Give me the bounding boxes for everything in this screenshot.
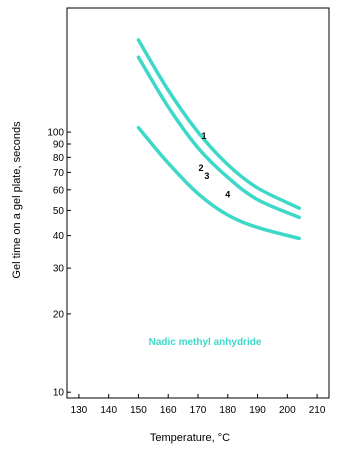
y-axis-label: Gel time on a gel plate, seconds: [11, 121, 23, 279]
y-tick-label: 40: [53, 231, 65, 242]
x-tick-label: 130: [71, 405, 88, 416]
x-tick-label: 160: [160, 405, 177, 416]
x-tick-label: 150: [130, 405, 147, 416]
x-axis: 130 140 150 160 170 180 190 200 210: [71, 394, 326, 416]
series-line-4: [136, 125, 301, 241]
chart-annotation: Nadic methyl anhydride: [149, 337, 262, 348]
series-label-3: 3: [204, 171, 209, 181]
series-line-2: [136, 55, 301, 220]
x-tick-label: 140: [100, 405, 117, 416]
x-axis-label: Temperature, °C: [150, 432, 230, 444]
series-label-2: 2: [198, 163, 203, 173]
series-labels: 1 23 4: [198, 131, 230, 200]
y-tick-label: 50: [53, 206, 65, 217]
x-tick-label: 170: [190, 405, 207, 416]
series-layer: [136, 38, 301, 241]
y-tick-label: 80: [53, 153, 65, 164]
x-tick-label: 200: [279, 405, 296, 416]
series-label-4: 4: [225, 190, 230, 200]
series-label-1: 1: [201, 131, 206, 141]
x-tick-label: 180: [219, 405, 236, 416]
series-line-1: [136, 38, 301, 210]
y-tick-label: 60: [53, 185, 65, 196]
y-tick-label: 70: [53, 168, 65, 179]
x-tick-label: 210: [309, 405, 326, 416]
y-tick-label: 90: [53, 140, 65, 151]
y-tick-label: 20: [53, 309, 65, 320]
y-tick-label: 30: [53, 264, 65, 275]
y-tick-label: 100: [47, 128, 64, 139]
y-tick-label: 10: [53, 388, 65, 399]
x-tick-label: 190: [249, 405, 266, 416]
